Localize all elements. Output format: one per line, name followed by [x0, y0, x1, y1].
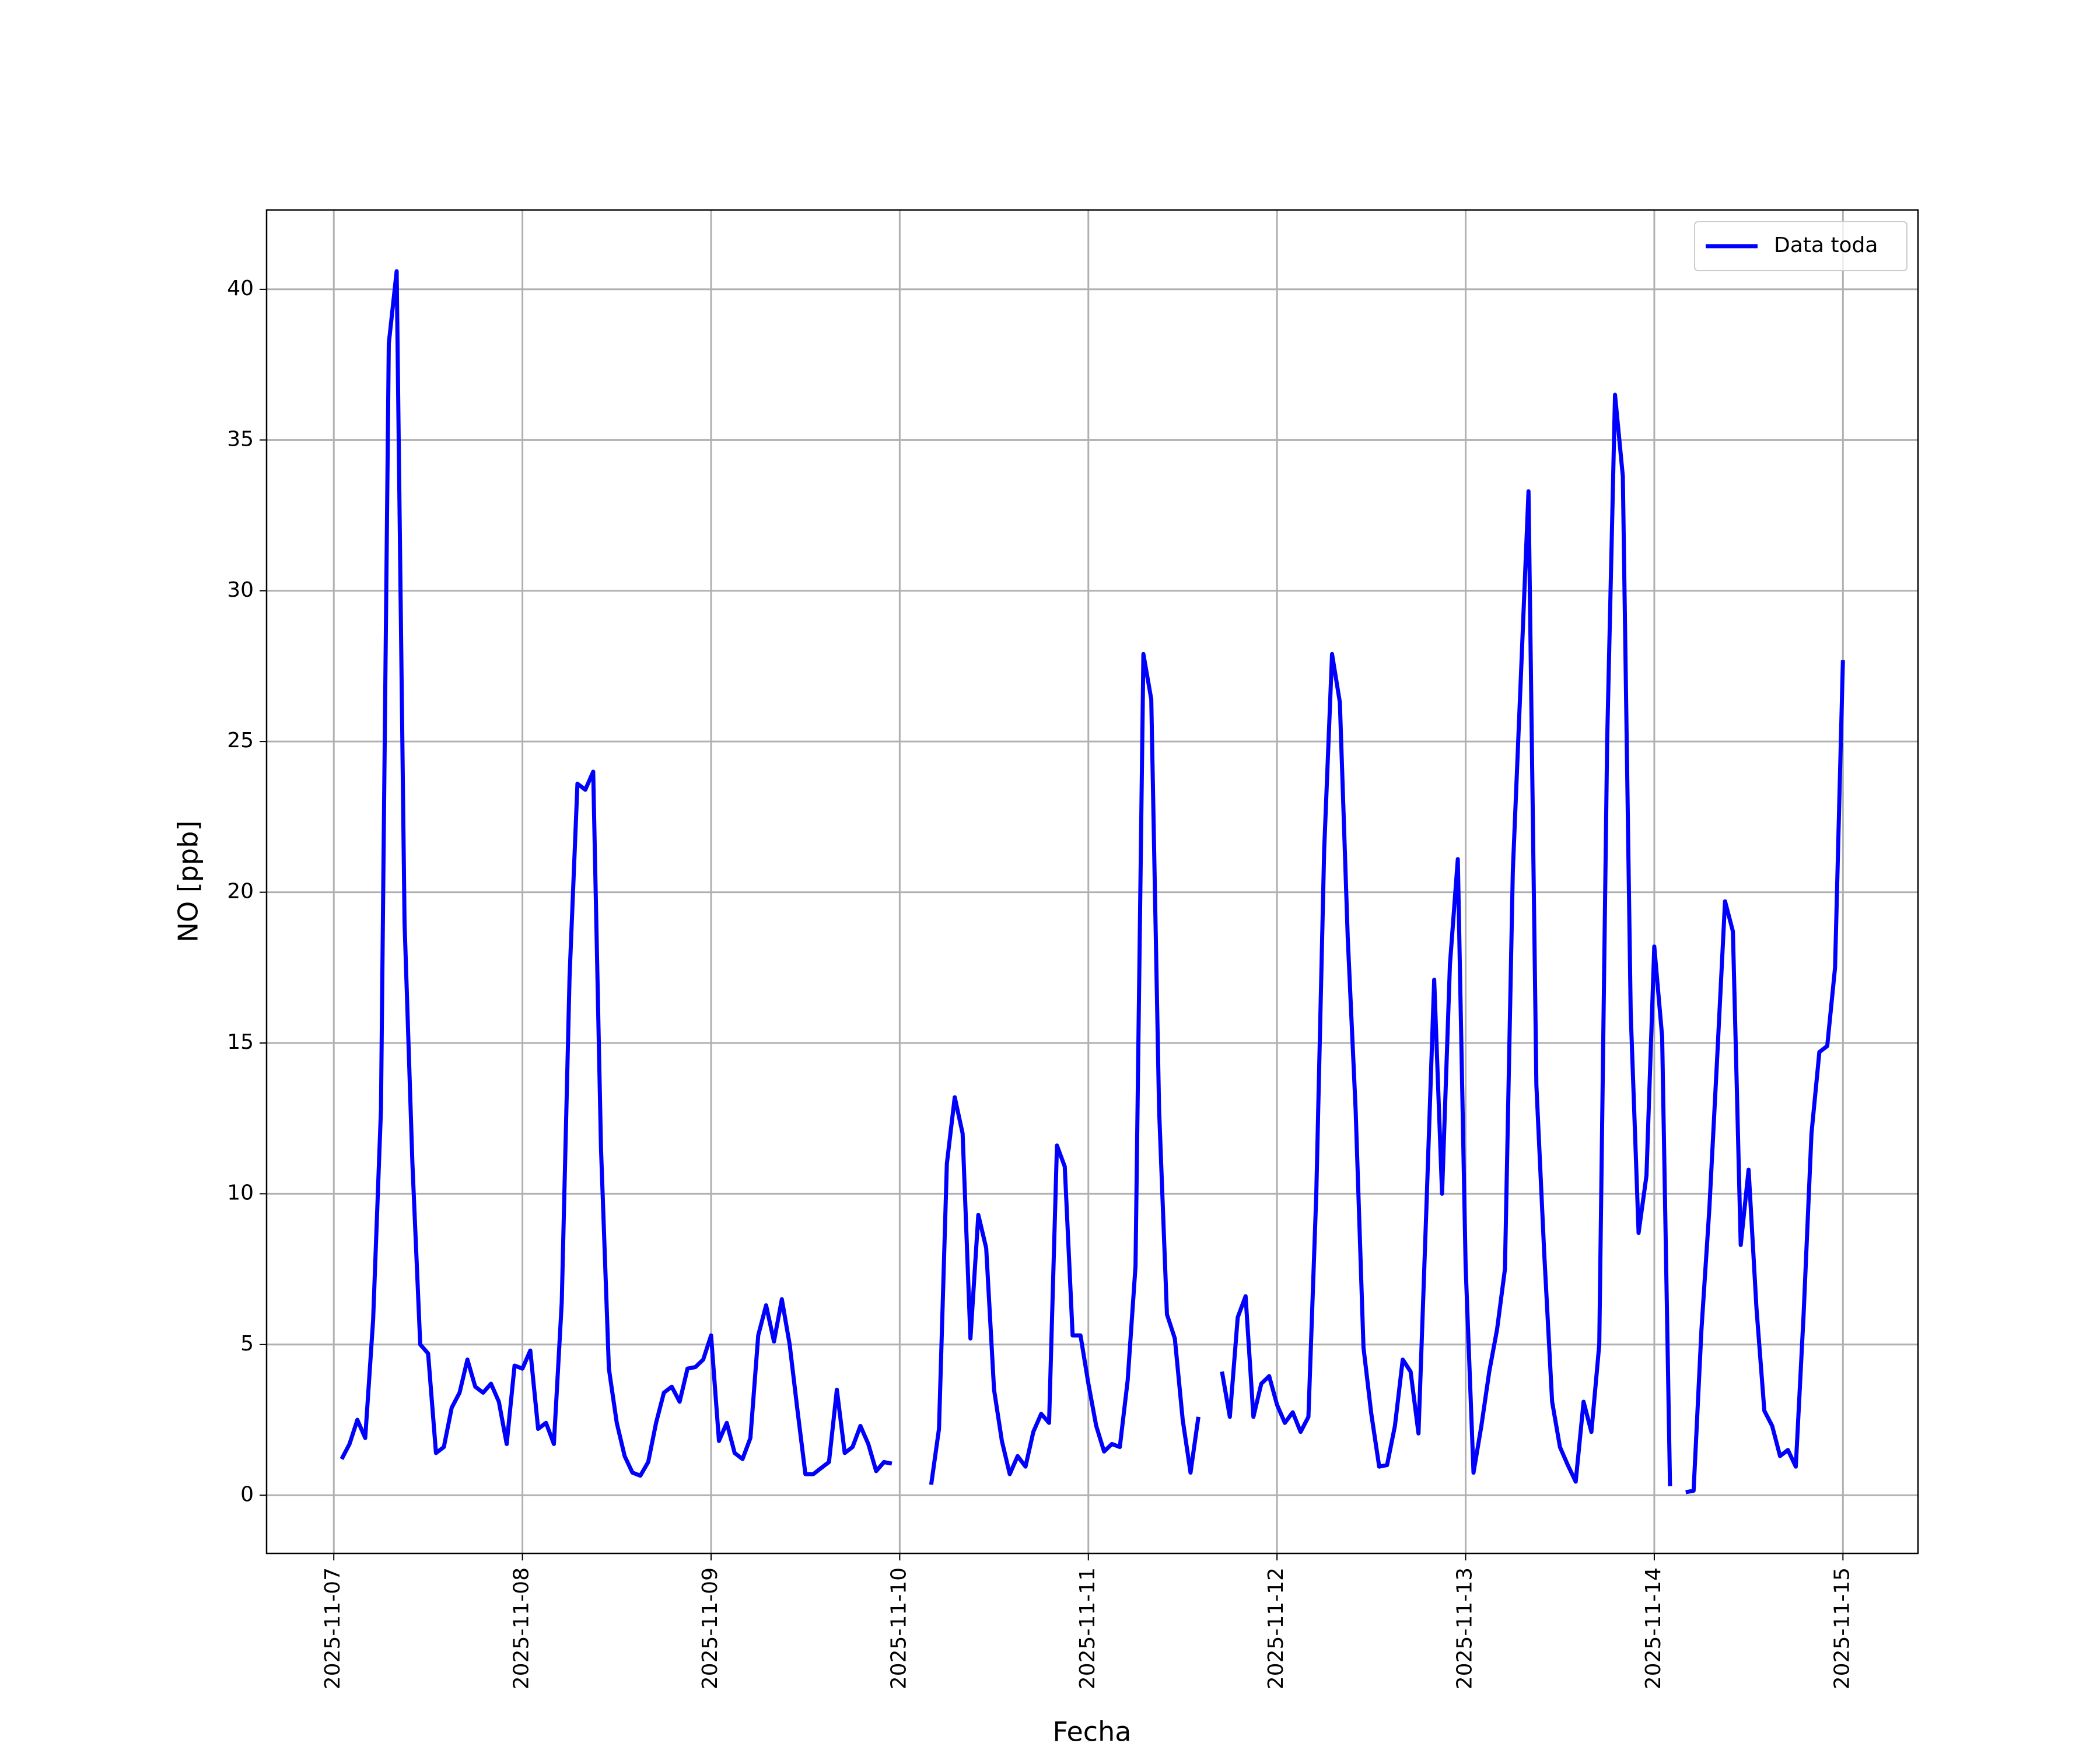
y-tick-label: 10	[227, 1181, 254, 1205]
data-line	[340, 269, 1845, 1494]
x-tick-label: 2025-11-11	[1076, 1567, 1100, 1689]
y-tick-label: 15	[227, 1030, 254, 1054]
x-tick-label: 2025-11-14	[1642, 1567, 1665, 1689]
x-tick-label: 2025-11-10	[887, 1567, 911, 1689]
x-tick-label: 2025-11-12	[1264, 1567, 1288, 1689]
x-tick-label: 2025-11-08	[510, 1567, 534, 1689]
legend-box	[1694, 221, 1908, 271]
x-axis-label: Fecha	[1053, 1716, 1132, 1748]
y-axis-label: NO [ppb]	[173, 821, 204, 943]
x-tick-label: 2025-11-13	[1453, 1567, 1477, 1689]
y-tick-label: 35	[227, 427, 254, 451]
x-tick-label: 2025-11-07	[321, 1567, 345, 1689]
x-tick-label: 2025-11-15	[1830, 1567, 1854, 1689]
legend-label: Data toda	[1774, 233, 1878, 257]
y-tick-label: 40	[227, 276, 254, 300]
x-tick-label: 2025-11-09	[698, 1567, 722, 1689]
y-tick-label: 25	[227, 729, 254, 752]
y-tick-label: 30	[227, 578, 254, 602]
y-tick-label: 0	[240, 1482, 254, 1506]
plot-frame	[265, 209, 1919, 1555]
y-tick-label: 5	[240, 1332, 254, 1356]
y-tick-label: 20	[227, 880, 254, 904]
